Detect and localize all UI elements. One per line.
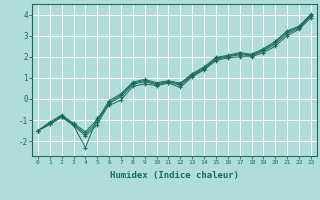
X-axis label: Humidex (Indice chaleur): Humidex (Indice chaleur) [110, 171, 239, 180]
